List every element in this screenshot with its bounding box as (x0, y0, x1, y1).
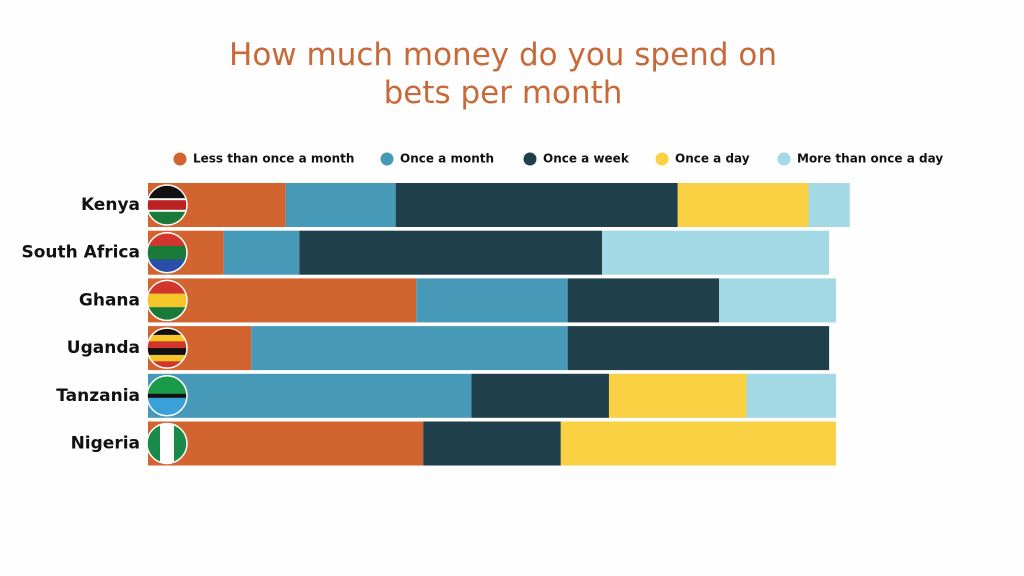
bar-segment (148, 373, 472, 418)
bar-segment (148, 278, 417, 323)
flag-stripe (147, 348, 187, 356)
category-label: South Africa (22, 243, 141, 263)
category-label: Tanzania (56, 386, 140, 406)
bar-segment (423, 421, 561, 466)
legend-label: Once a week (543, 152, 630, 166)
flag-stripe (147, 198, 187, 201)
legend-label: Once a day (675, 152, 750, 166)
flag-stripe (147, 293, 187, 308)
flag-stripe (147, 375, 187, 395)
category-label: Nigeria (71, 434, 140, 454)
bar-segment (416, 278, 568, 323)
flag-stripe (147, 328, 187, 336)
flag-outline (146, 327, 188, 369)
bar-segment (223, 230, 300, 275)
bar-segment (746, 373, 836, 418)
flag-outline (146, 231, 188, 274)
flag (147, 328, 187, 369)
bar-segment (299, 230, 603, 275)
flag-stripe (147, 354, 187, 362)
bar-segment (148, 421, 424, 466)
flag-outline (146, 184, 188, 226)
flag-stripe (147, 397, 187, 416)
bar-segment (719, 278, 836, 323)
legend-label: Once a month (400, 152, 494, 166)
bar-segment (560, 421, 836, 466)
flag-stripe (147, 341, 187, 349)
flag-stripe (147, 393, 187, 399)
legend-swatch (655, 152, 669, 166)
legend-swatch (777, 152, 791, 166)
chart-title: How much money do you spend on bets per … (229, 37, 777, 111)
flag (147, 375, 187, 416)
legend-label: More than once a day (797, 152, 943, 166)
category-label: Uganda (67, 338, 140, 358)
bar-segment (808, 183, 850, 227)
flag-outline (146, 279, 188, 322)
flag-stripe (147, 209, 187, 213)
category-label: Kenya (81, 195, 140, 215)
category-label: Ghana (79, 290, 140, 310)
flag-stripe (147, 334, 187, 342)
bar-segment (471, 373, 609, 418)
flag-stripe (147, 200, 187, 211)
legend-swatch (380, 152, 394, 166)
legend-swatch (523, 152, 537, 166)
bar-segment (567, 278, 720, 323)
flag-outline (146, 375, 188, 417)
bar-segment (608, 373, 747, 418)
bar-segment (285, 183, 396, 227)
flag-stripe (147, 245, 187, 260)
bar-segment (602, 230, 830, 275)
legend-swatch (173, 152, 187, 166)
legend-label: Less than once a month (193, 152, 354, 166)
bar-segment (395, 183, 678, 227)
bar-segment (567, 326, 830, 371)
flag-outline (146, 422, 188, 465)
bar-segment (677, 183, 809, 227)
flag-stripe (147, 361, 187, 369)
bar-segment (251, 326, 568, 371)
